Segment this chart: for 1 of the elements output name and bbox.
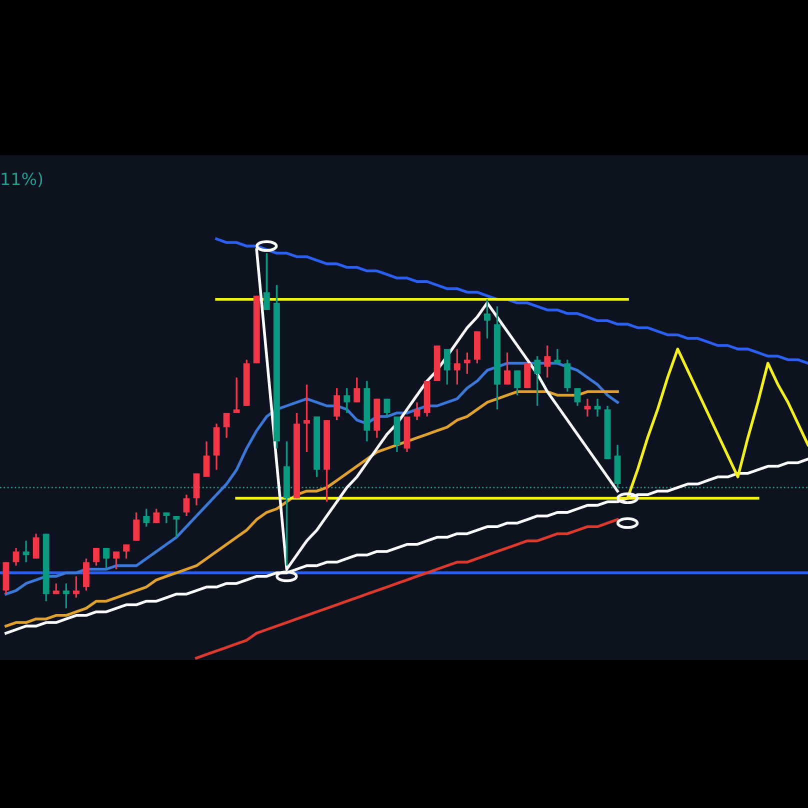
text: 11%) [2, 172, 42, 188]
